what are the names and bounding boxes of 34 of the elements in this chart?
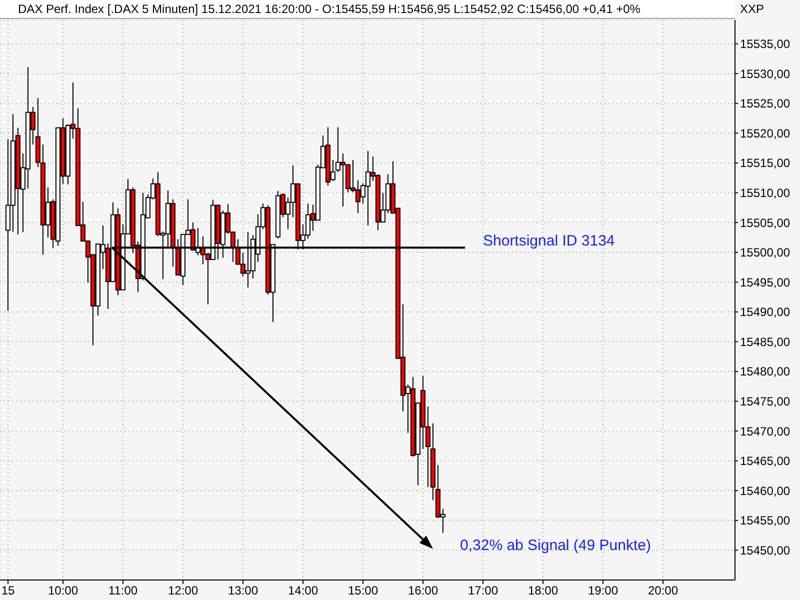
x-tick-label: 20:00 bbox=[648, 584, 678, 598]
y-tick-label: 15510,00 bbox=[740, 186, 790, 200]
x-tick-label: 15:00 bbox=[348, 584, 378, 598]
annotation: 0,32% ab Signal (49 Punkte) bbox=[460, 536, 651, 554]
x-tick-label: 11:00 bbox=[108, 584, 138, 598]
y-tick-label: 15530,00 bbox=[740, 66, 790, 81]
x-tick-label: 14:00 bbox=[288, 584, 318, 598]
chart-title: DAX Perf. Index [.DAX 5 Minuten] 15.12.2021 16:20:00 - O:15455,59 H:15456,95 L:15452,92 C:15456,00 +0,41 +0% bbox=[0, 0, 735, 19]
y-tick-label: 15505,00 bbox=[740, 216, 790, 230]
y-tick-label: 15525,00 bbox=[740, 96, 790, 111]
x-tick-label: 17:00 bbox=[468, 584, 498, 598]
y-tick-label: 15520,00 bbox=[740, 126, 790, 140]
y-tick-label: 15500,00 bbox=[740, 246, 790, 260]
y-tick-label: 15475,00 bbox=[740, 394, 790, 409]
annotation: Shortsignal ID 3134 bbox=[483, 232, 615, 250]
y-tick-label: 15515,00 bbox=[740, 156, 790, 170]
y-tick-label: 15535,00 bbox=[740, 37, 790, 52]
x-tick-label: 16:00 bbox=[408, 584, 438, 598]
y-tick-label: 15485,00 bbox=[740, 334, 790, 349]
x-tick-label: 10:00 bbox=[48, 584, 78, 598]
x-tick-label: 12:00 bbox=[168, 584, 198, 598]
y-tick-label: 15495,00 bbox=[740, 275, 790, 290]
x-tick-label: 18:00 bbox=[528, 584, 558, 598]
y-tick-label: 15465,00 bbox=[740, 454, 790, 468]
y-tick-label: 15480,00 bbox=[740, 364, 790, 379]
x-tick-label: 19:00 bbox=[588, 584, 618, 598]
y-tick-label: 15455,00 bbox=[740, 514, 790, 528]
y-tick-label: 15460,00 bbox=[740, 484, 790, 498]
y-axis-title: XXP bbox=[740, 1, 764, 18]
y-tick-label: 15490,00 bbox=[740, 305, 790, 320]
y-tick-label: 15450,00 bbox=[740, 543, 790, 558]
x-tick-label: 13:00 bbox=[228, 584, 258, 598]
x-tick-label: 15 bbox=[1, 584, 15, 598]
y-tick-label: 15470,00 bbox=[740, 424, 790, 438]
